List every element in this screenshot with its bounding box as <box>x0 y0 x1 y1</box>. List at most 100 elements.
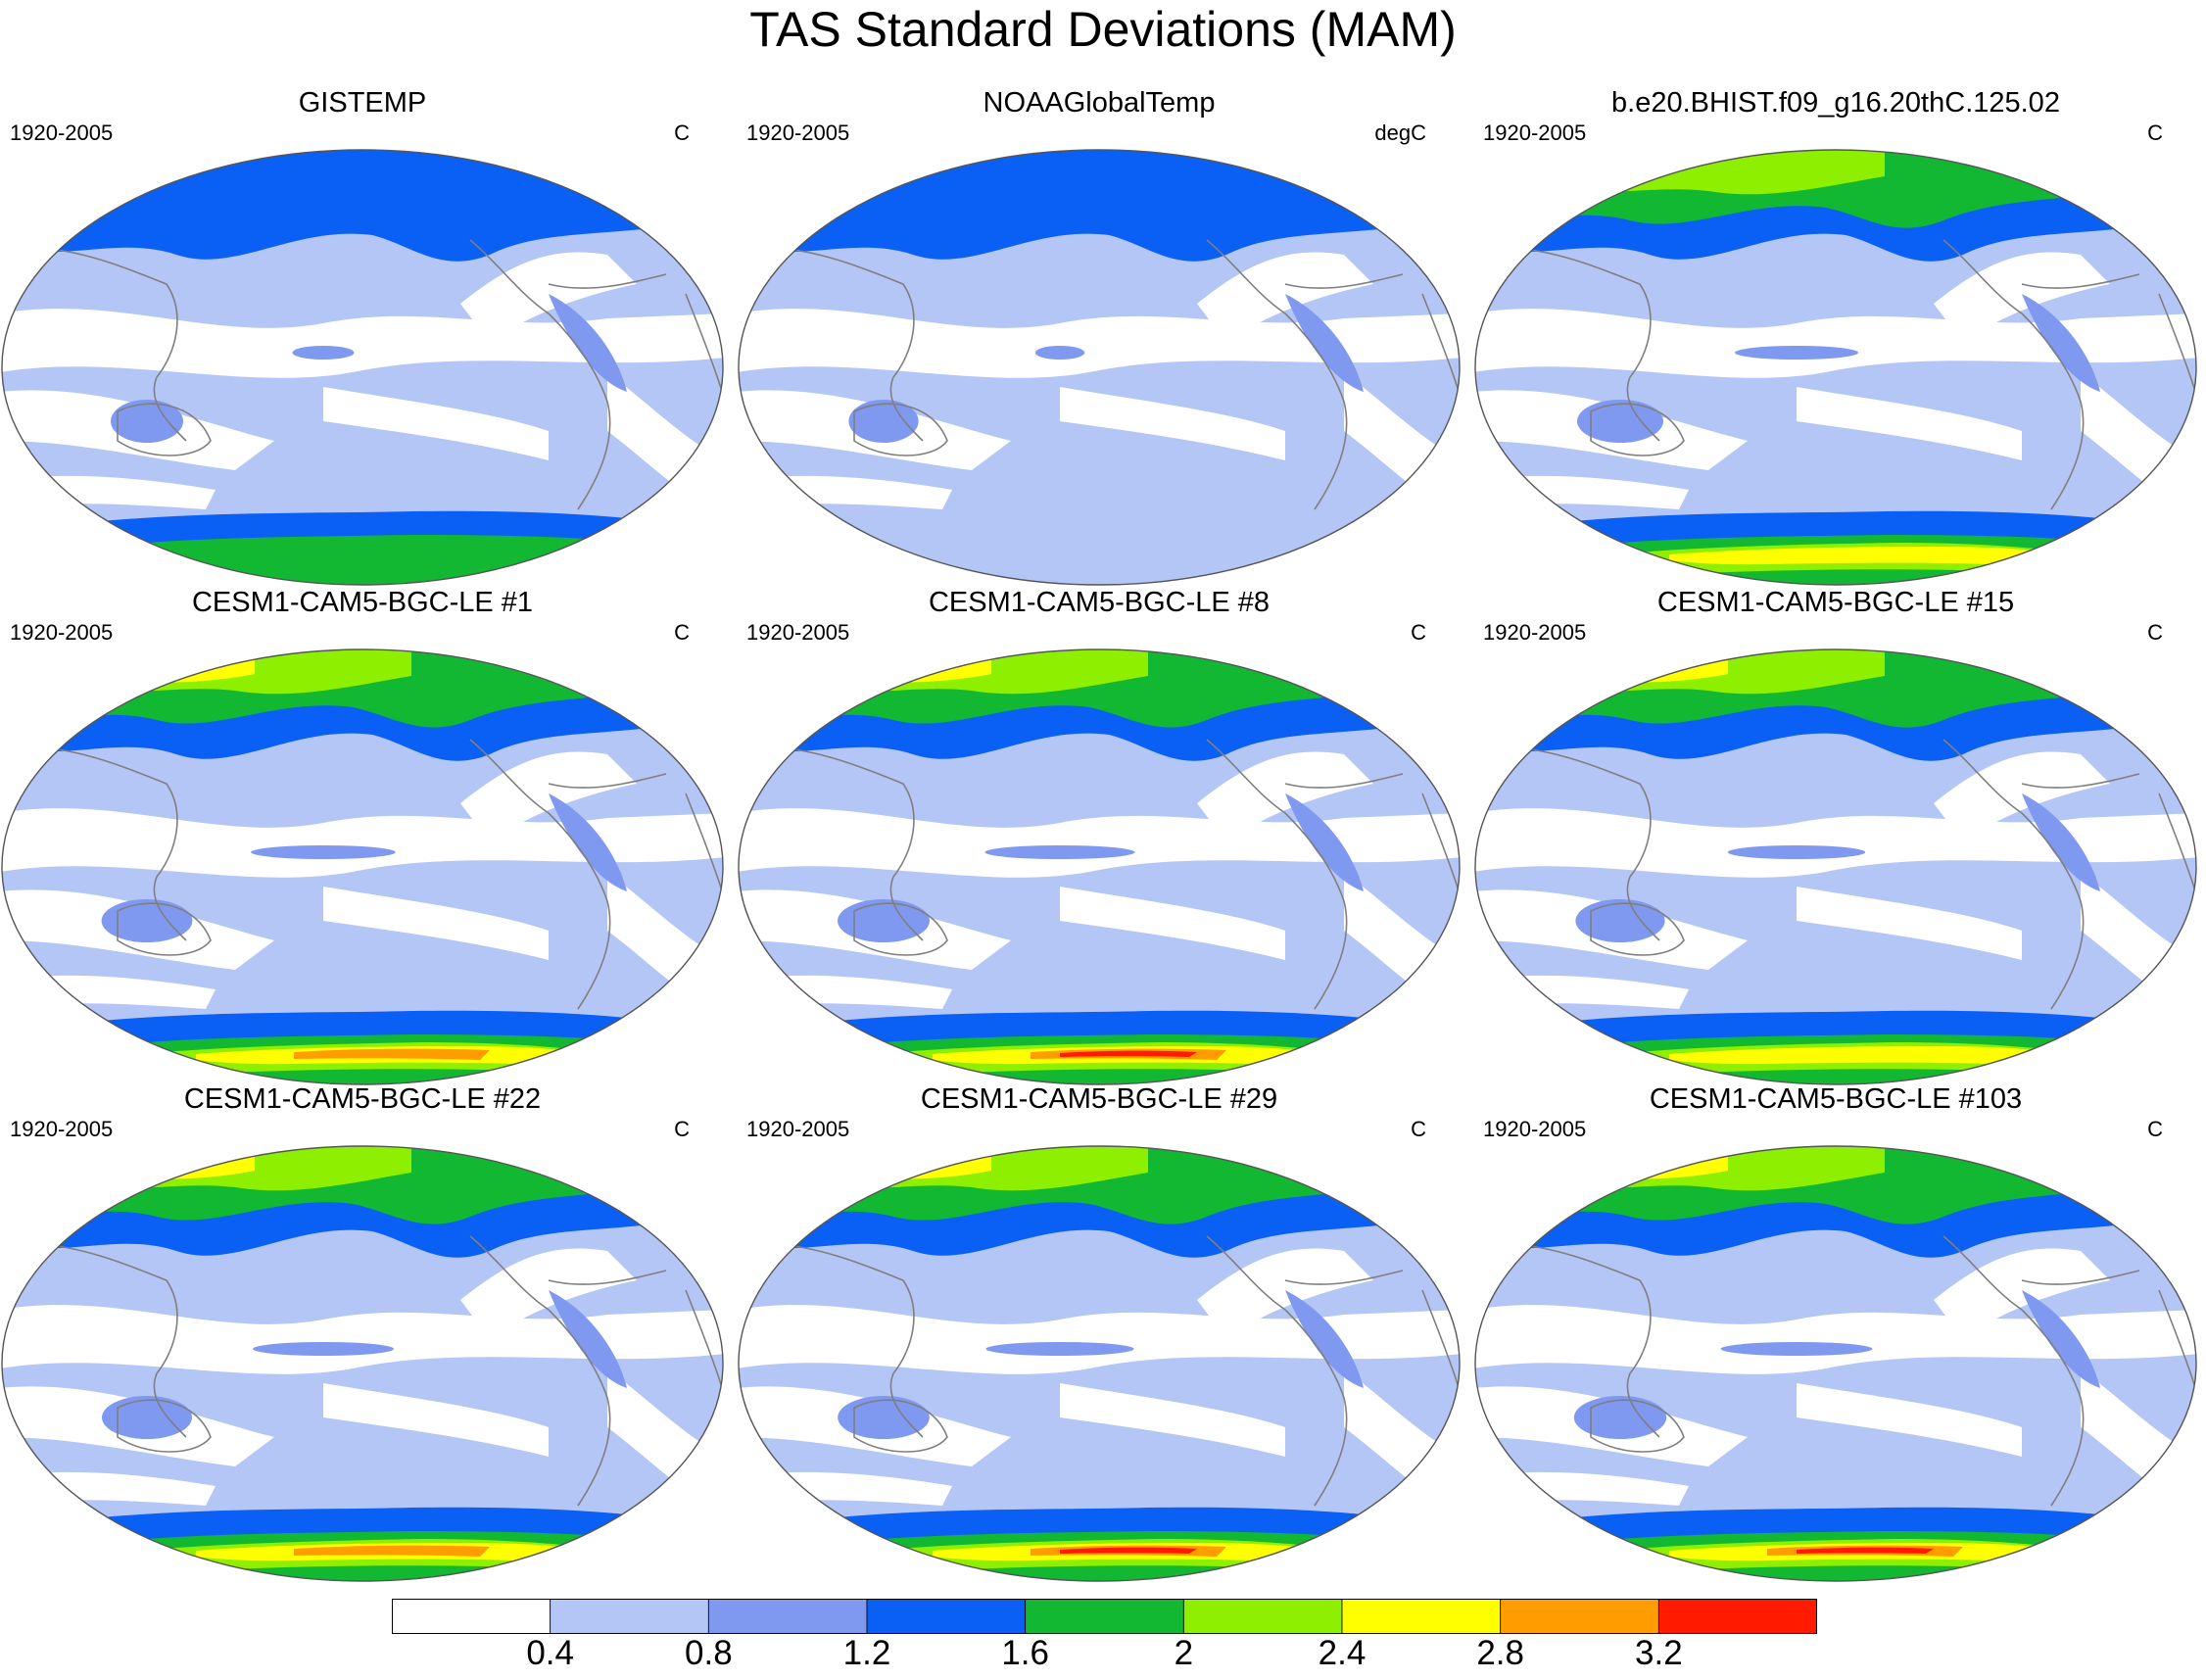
coastline <box>853 403 948 456</box>
coastline <box>2 246 187 442</box>
low-variability-region <box>1475 1305 2196 1374</box>
low-variability-region <box>1475 309 2196 378</box>
coastline <box>1421 1289 1460 1399</box>
panel-title: CESM1-CAM5-BGC-LE #29 <box>920 1083 1278 1115</box>
coastline <box>2 1242 187 1438</box>
field-patch <box>1577 400 1663 443</box>
colorbar <box>392 1599 1817 1634</box>
colorbar-tick-label: 0.8 <box>685 1634 733 1672</box>
coastline <box>117 1399 212 1453</box>
colorbar-tick-label: 2 <box>1174 1634 1194 1672</box>
coastline <box>2021 1270 2140 1285</box>
coastline <box>548 1270 667 1285</box>
field-patch <box>1727 845 1866 859</box>
coastline <box>1421 293 1460 403</box>
coastline <box>117 902 212 956</box>
coastline <box>853 902 948 956</box>
map-panel: CESM1-CAM5-BGC-LE #8 1920-2005 C <box>737 586 1462 1085</box>
world-map <box>738 149 1461 586</box>
coastline <box>1590 902 1685 956</box>
field-patch <box>253 1342 394 1356</box>
colorbar-tick-label: 1.6 <box>1001 1634 1049 1672</box>
coastline <box>469 239 611 510</box>
field-patch <box>1034 346 1085 360</box>
map-outline <box>1474 149 2197 586</box>
field-patch <box>1573 1396 1667 1439</box>
coastline <box>1942 1235 2085 1507</box>
coastline <box>685 1289 723 1399</box>
panel-period: 1920-2005 <box>10 1117 114 1141</box>
colorbar-tick-label: 1.2 <box>842 1634 891 1672</box>
coastline <box>1421 792 1460 902</box>
map-outline <box>1 1145 724 1582</box>
panel-period: 1920-2005 <box>746 120 850 145</box>
map-outline <box>1 149 724 586</box>
low-variability-region <box>323 1383 549 1457</box>
coastline <box>1475 246 1660 442</box>
coastline <box>2158 1289 2196 1399</box>
northern-variability-band <box>815 1148 991 1179</box>
panel-period: 1920-2005 <box>746 1117 850 1141</box>
low-variability-region <box>460 1248 637 1339</box>
coastline <box>1206 239 1348 510</box>
panel-units: C <box>1411 620 1426 645</box>
field-patch <box>102 1396 192 1439</box>
coastline <box>853 1399 948 1453</box>
field-patch <box>549 294 627 392</box>
field-patch <box>292 346 355 360</box>
panel-period: 1920-2005 <box>746 620 850 645</box>
panel-title: b.e20.BHIST.f09_g16.20thC.125.02 <box>1611 87 2060 119</box>
map-outline <box>1474 648 2197 1085</box>
panel-period: 1920-2005 <box>10 120 114 145</box>
coastline <box>1942 239 2085 510</box>
southern-variability-band <box>1669 1046 2071 1066</box>
colorbar-frame <box>392 1599 1817 1634</box>
coastline <box>1284 773 1404 789</box>
field-patch <box>2022 1290 2100 1388</box>
colorbar-segment <box>1341 1599 1502 1634</box>
world-map <box>1474 1145 2197 1582</box>
field-patch <box>984 845 1135 859</box>
coastline <box>2158 792 2196 902</box>
low-variability-region <box>1934 1248 2110 1339</box>
low-variability-region <box>1934 252 2110 343</box>
coastline <box>548 773 667 789</box>
panel-units: C <box>674 1117 690 1141</box>
panel-units: C <box>674 120 690 145</box>
southern-variability-band <box>1797 1547 1934 1554</box>
colorbar-tick-label: 2.8 <box>1476 1634 1524 1672</box>
field-patch <box>251 845 396 859</box>
northern-variability-band <box>78 651 255 683</box>
panel-units: C <box>2147 1117 2163 1141</box>
world-map <box>1 149 724 586</box>
coastline <box>1475 1242 1660 1438</box>
colorbar-tick-label: 3.2 <box>1635 1634 1683 1672</box>
low-variability-region <box>1060 1383 1285 1457</box>
colorbar-segment <box>866 1599 1027 1634</box>
colorbar-segment <box>392 1599 552 1634</box>
map-outline <box>1474 1145 2197 1582</box>
field-patch <box>1735 346 1858 360</box>
coastline <box>685 792 723 902</box>
coastline <box>739 246 924 442</box>
southern-variability-band <box>294 1545 490 1557</box>
coastline <box>1475 745 1660 941</box>
coastline <box>1590 1399 1685 1453</box>
map-panel: CESM1-CAM5-BGC-LE #22 1920-2005 C <box>0 1082 725 1582</box>
map-panel: CESM1-CAM5-BGC-LE #15 1920-2005 C <box>1473 586 2198 1085</box>
coastline <box>1942 739 2085 1010</box>
southern-variability-band <box>294 1048 490 1060</box>
southern-variability-band <box>39 535 686 585</box>
world-map <box>1 648 724 1085</box>
colorbar-labels: 0.4 0.8 1.2 1.6 2 2.4 2.8 3.2 <box>0 1633 2206 1676</box>
coastline <box>1206 1235 1348 1507</box>
field-patch <box>848 400 919 443</box>
panel-title: CESM1-CAM5-BGC-LE #22 <box>183 1083 542 1115</box>
panel-title: CESM1-CAM5-BGC-LE #103 <box>1649 1083 2023 1115</box>
panel-title: NOAAGlobalTemp <box>983 87 1216 119</box>
coastline <box>469 1235 611 1507</box>
panel-title: CESM1-CAM5-BGC-LE #8 <box>928 587 1271 618</box>
low-variability-region <box>323 387 549 460</box>
panel-title: CESM1-CAM5-BGC-LE #15 <box>1656 587 2015 618</box>
northern-variability-band <box>844 1151 933 1172</box>
